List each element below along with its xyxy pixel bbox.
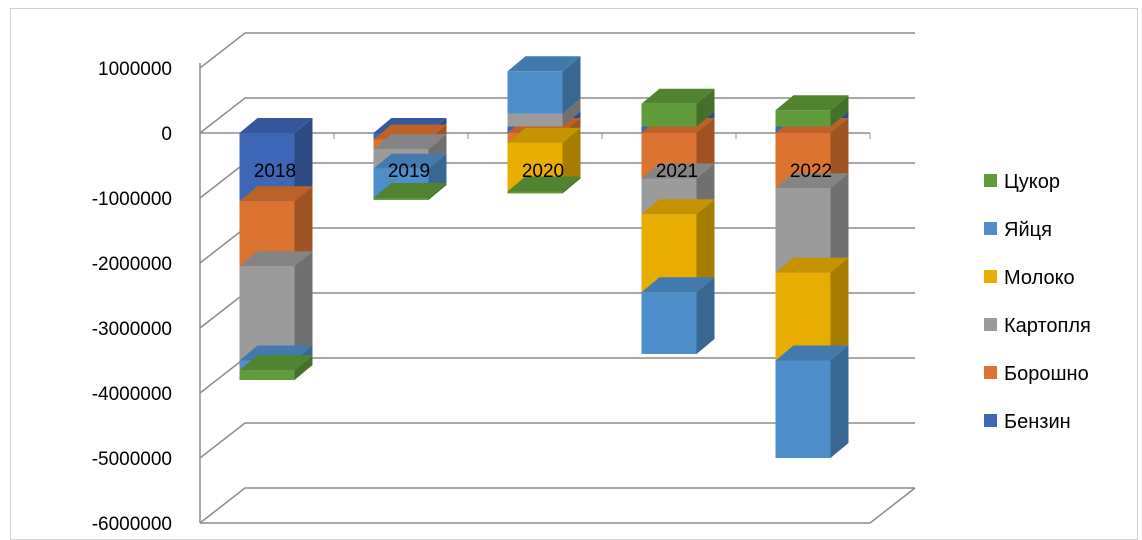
bar-segment-side <box>562 127 581 192</box>
bar-segment <box>239 370 295 380</box>
legend-swatch <box>984 174 997 187</box>
x-tick-label: 2022 <box>790 161 832 182</box>
bar-segment-top <box>775 345 849 361</box>
legend-label: Яйця <box>1004 219 1052 241</box>
bar-segment <box>507 113 563 127</box>
bar-stack <box>507 56 581 194</box>
bar-segment <box>373 198 429 200</box>
bar-segment-side <box>696 118 715 179</box>
legend-swatch <box>984 414 997 427</box>
bar-segment-top <box>641 163 715 179</box>
gridline <box>199 422 915 459</box>
bars <box>239 56 849 458</box>
bar-segment-side <box>562 176 581 194</box>
bar-segment-side <box>294 251 313 361</box>
y-tick-label: -6000000 <box>92 514 172 535</box>
bar-segment-side <box>294 186 313 267</box>
bar-segment-top <box>507 127 581 143</box>
bar-segment <box>641 292 697 354</box>
bar-segment-top <box>775 95 849 111</box>
bar-stack <box>239 118 313 380</box>
bar-segment-top <box>641 88 715 104</box>
bar-segment-top <box>239 355 313 371</box>
y-tick-label: -4000000 <box>92 384 172 405</box>
bar-segment-side <box>830 173 849 273</box>
bar-segment-side <box>696 199 715 293</box>
x-tick-label: 2020 <box>522 161 564 182</box>
legend-swatch <box>984 270 997 283</box>
floor-edge <box>869 487 916 524</box>
bar-segment <box>775 110 831 127</box>
y-tick-label: -2000000 <box>92 254 172 275</box>
bar-segment-top <box>507 176 581 192</box>
legend-label: Борошно <box>1004 363 1089 385</box>
y-tick-label: 0 <box>161 124 172 145</box>
bar-segment-top <box>507 56 581 72</box>
legend-swatch <box>984 318 997 331</box>
legend-swatch <box>984 366 997 379</box>
x-tick-label: 2019 <box>388 161 430 182</box>
x-axis-labels: 2018 2019 2020 2021 2022 <box>254 161 832 182</box>
bar-segment <box>239 266 295 361</box>
bar-segment-side <box>294 355 313 380</box>
bar-segment-side <box>562 56 581 114</box>
bar-segment-side <box>294 118 313 202</box>
bar-segment-side <box>830 118 849 189</box>
y-tick-label: -5000000 <box>92 449 172 470</box>
y-tick-label: 1000000 <box>98 59 172 80</box>
x-tick-label: 2021 <box>656 161 698 182</box>
bar-segment-top <box>239 118 313 133</box>
bar-segment-top <box>239 186 313 202</box>
bar-segment-top <box>641 199 715 215</box>
gridline <box>199 487 915 524</box>
bar-segment-top <box>775 257 849 273</box>
legend: Цукор Яйця Молоко Картопля Борошно Бензин <box>984 171 1091 433</box>
y-tick-label: -3000000 <box>92 319 172 340</box>
bar-segment <box>775 360 831 458</box>
gridline <box>199 32 915 69</box>
y-axis: 1000000 0 -1000000 -2000000 -3000000 -4000000… <box>92 59 172 535</box>
legend-label: Цукор <box>1004 171 1060 193</box>
bar-segment-side <box>428 183 447 200</box>
legend-label: Молоко <box>1004 267 1075 289</box>
legend-label: Картопля <box>1004 315 1091 337</box>
bar-stack <box>373 118 447 200</box>
bar-segment-side <box>830 345 849 458</box>
bar-segment-top <box>641 277 715 293</box>
y-tick-label: -1000000 <box>92 189 172 210</box>
bar-segment-side <box>696 277 715 354</box>
bar-segment-top <box>775 173 849 189</box>
bar-stack <box>641 88 715 354</box>
legend-swatch <box>984 222 997 235</box>
bar-segment-top <box>373 183 447 198</box>
bar-segment-top <box>373 134 447 150</box>
bar-segment-top <box>239 251 313 267</box>
bar-segment-top <box>373 153 447 169</box>
bar-stack <box>775 95 849 458</box>
x-tick-label: 2018 <box>254 161 296 182</box>
bar-segment <box>641 103 697 127</box>
bar-segment <box>507 191 563 194</box>
bar-segment-side <box>562 98 581 127</box>
bar-segment <box>507 71 563 114</box>
bar-segment-side <box>696 88 715 127</box>
legend-label: Бензин <box>1004 411 1071 433</box>
bar-segment-side <box>830 257 849 361</box>
bar-segment-side <box>830 95 849 127</box>
